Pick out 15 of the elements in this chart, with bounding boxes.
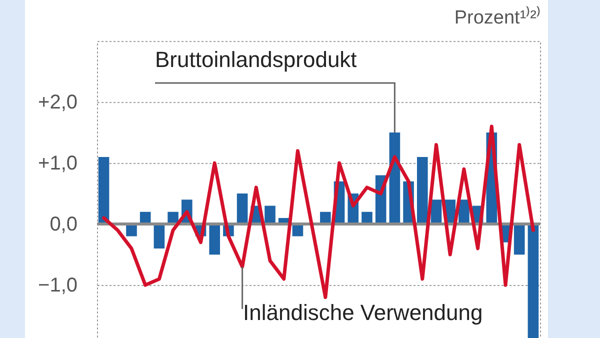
series-label: Inländische Verwendung	[243, 300, 483, 325]
bar	[264, 206, 276, 224]
y-tick-label: −1,0	[38, 274, 78, 297]
y-tick-label: +1,0	[38, 152, 78, 175]
y-tick-label: 0,0	[50, 214, 78, 236]
y-axis-title: Prozent¹⁾²⁾	[454, 6, 540, 28]
bar	[209, 224, 220, 255]
bar	[514, 224, 525, 255]
bar	[154, 224, 165, 248]
bar	[236, 194, 248, 224]
line-series	[102, 124, 535, 300]
y-tick-label: +2,0	[38, 92, 78, 114]
bar	[98, 156, 110, 224]
bar	[416, 156, 428, 224]
text: Bruttoinlandsprodukt	[155, 47, 357, 72]
